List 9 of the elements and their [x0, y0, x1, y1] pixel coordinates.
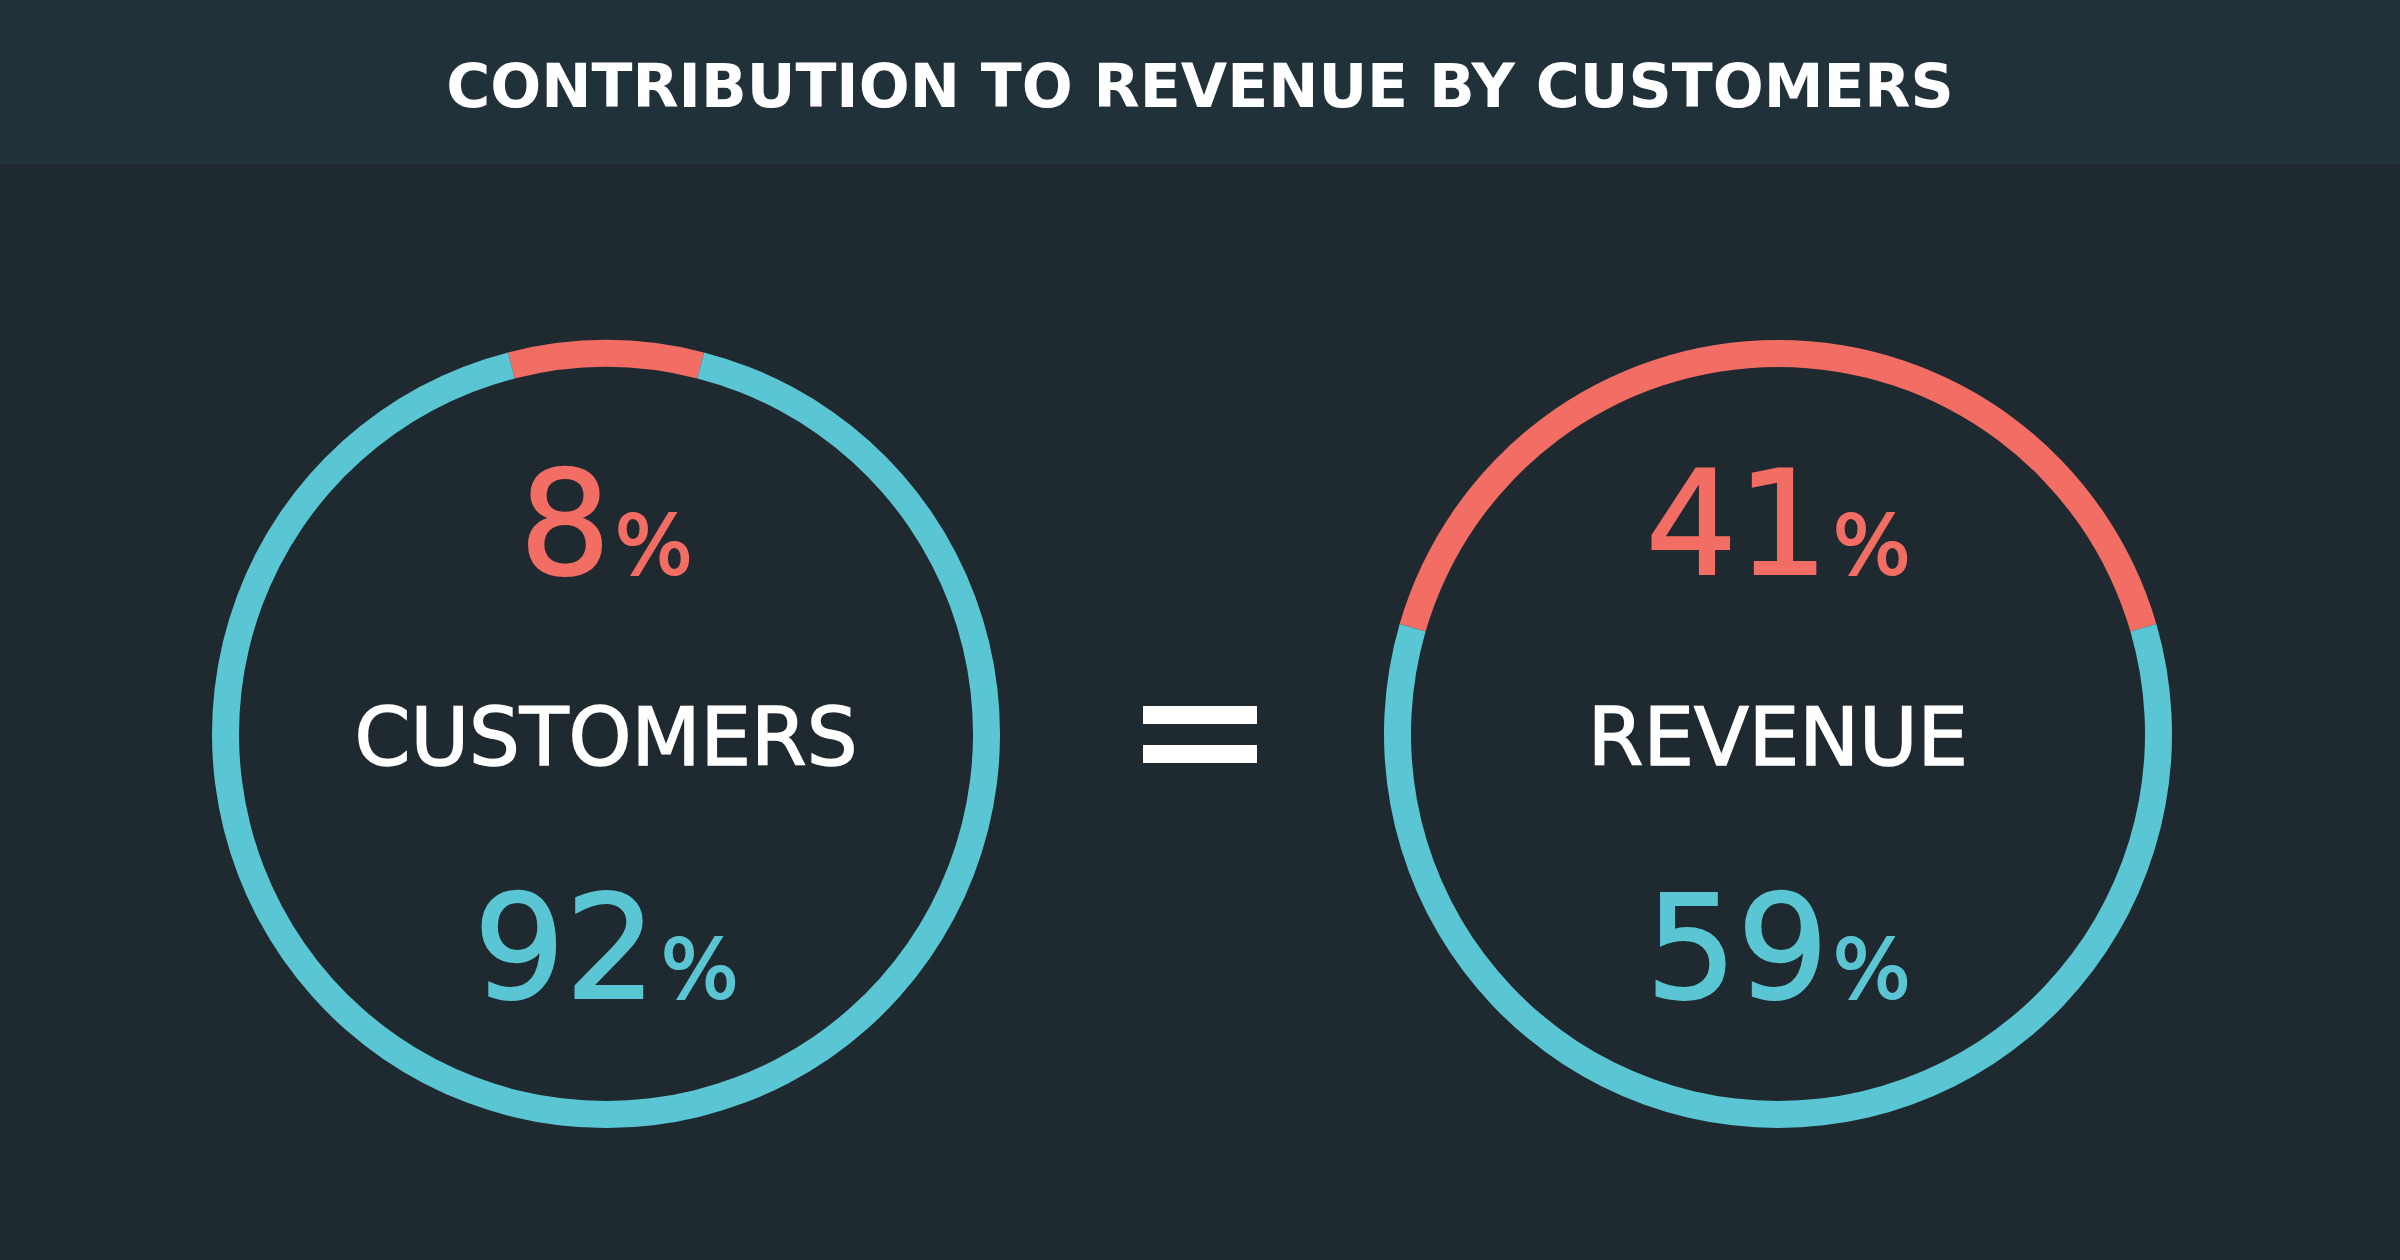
donut-slice — [1384, 624, 2172, 1128]
donut-slice — [1399, 340, 2157, 632]
data-label: 59% — [1645, 864, 1911, 1032]
data-label: 41% — [1645, 440, 1911, 608]
data-label: 8% — [519, 440, 693, 608]
text: CUSTOMERS — [354, 691, 858, 784]
data-label: 92% — [473, 864, 739, 1032]
text: REVENUE — [1587, 691, 1969, 784]
text: CONTRIBUTION TO REVENUE BY CUSTOMERS — [446, 51, 1954, 121]
